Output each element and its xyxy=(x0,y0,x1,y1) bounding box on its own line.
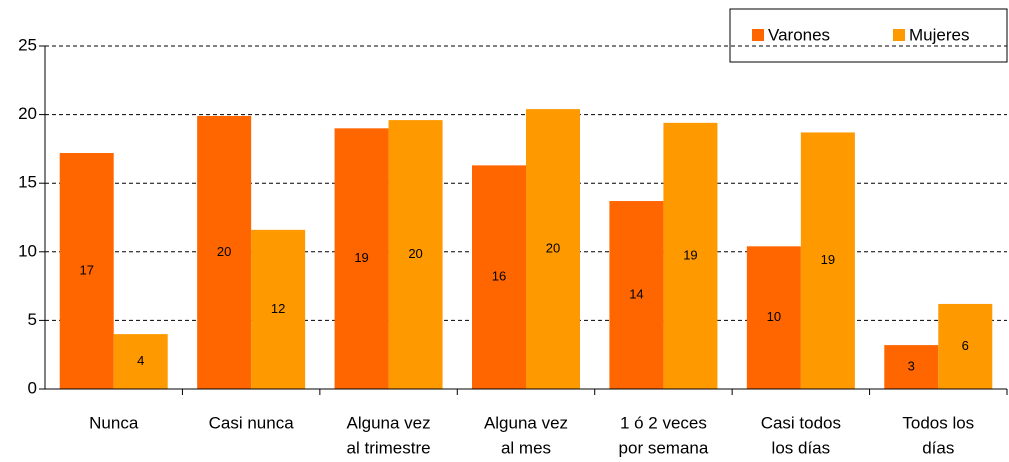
data-label: 3 xyxy=(908,358,915,373)
y-tick-label: 5 xyxy=(28,310,37,329)
x-tick-label: Casi nunca xyxy=(209,413,295,432)
y-tick-label: 0 xyxy=(28,378,37,397)
x-tick-label: los días xyxy=(772,438,831,457)
legend-swatch xyxy=(893,29,905,41)
x-tick-label: 1 ó 2 veces xyxy=(620,413,707,432)
data-label: 20 xyxy=(408,246,422,261)
data-label: 16 xyxy=(492,269,506,284)
y-tick-label: 25 xyxy=(18,35,37,54)
data-label: 19 xyxy=(821,252,835,267)
data-label: 20 xyxy=(217,244,231,259)
bar xyxy=(113,334,168,389)
data-label: 17 xyxy=(79,262,93,277)
x-tick-label: al trimestre xyxy=(347,438,431,457)
data-label: 10 xyxy=(767,309,781,324)
y-tick-label: 20 xyxy=(18,104,37,123)
legend-box xyxy=(729,8,1008,63)
data-label: 20 xyxy=(546,240,560,255)
bar xyxy=(388,120,443,389)
data-label: 19 xyxy=(683,247,697,262)
bar xyxy=(746,246,801,389)
x-tick-label: Nunca xyxy=(89,413,139,432)
bar xyxy=(197,115,252,390)
bar xyxy=(251,229,306,389)
data-label: 12 xyxy=(271,301,285,316)
y-tick-label: 15 xyxy=(18,173,37,192)
x-tick-label: días xyxy=(922,438,954,457)
bar xyxy=(609,201,664,389)
x-tick-label: Alguna vez xyxy=(347,413,431,432)
bar xyxy=(472,165,526,389)
bar xyxy=(884,345,939,389)
y-tick-label: 10 xyxy=(18,241,37,260)
legend-swatch xyxy=(752,29,764,41)
x-tick-label: Todos los xyxy=(902,413,974,432)
legend-label: Varones xyxy=(768,25,830,44)
data-label: 19 xyxy=(354,250,368,265)
x-tick-label: por semana xyxy=(619,438,709,457)
data-label: 4 xyxy=(137,353,144,368)
bar xyxy=(800,132,855,389)
bar xyxy=(59,153,114,389)
x-tick-label: Casi todos xyxy=(761,413,841,432)
legend-label: Mujeres xyxy=(909,25,969,44)
x-tick-label: al mes xyxy=(501,438,551,457)
bar xyxy=(938,303,993,389)
bar xyxy=(334,128,389,389)
data-label: 14 xyxy=(629,286,643,301)
bar xyxy=(526,109,580,389)
bar xyxy=(663,122,718,389)
data-label: 6 xyxy=(962,338,969,353)
x-tick-label: Alguna vez xyxy=(484,413,568,432)
